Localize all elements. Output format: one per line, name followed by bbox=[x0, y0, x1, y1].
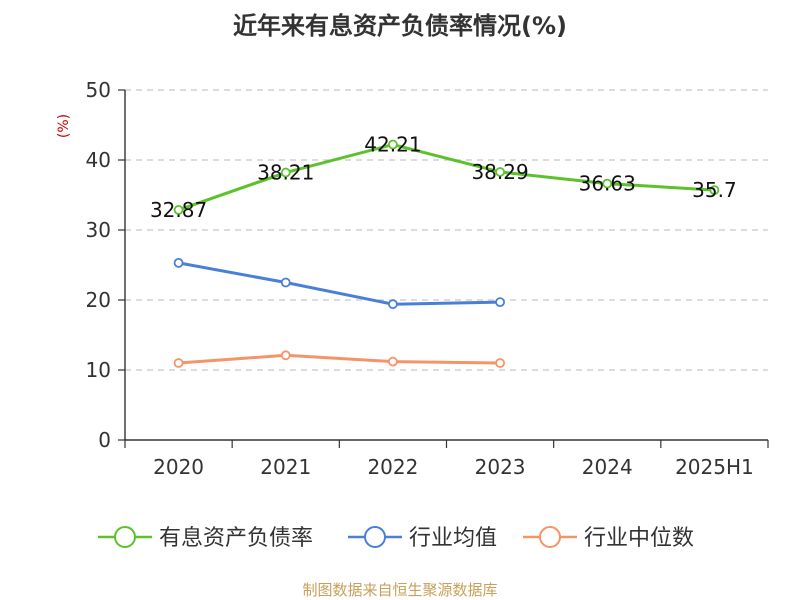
data-label: 32.87 bbox=[150, 198, 207, 222]
data-label: 38.29 bbox=[471, 160, 528, 184]
data-point bbox=[388, 299, 398, 310]
data-point bbox=[173, 205, 184, 215]
legend-marker bbox=[539, 526, 561, 548]
y-tick-label: 0 bbox=[98, 428, 111, 452]
legend-label: 行业中位数 bbox=[584, 526, 694, 551]
y-tick-label: 20 bbox=[86, 288, 111, 312]
y-tick-label: 10 bbox=[86, 358, 111, 382]
data-point bbox=[388, 139, 398, 150]
data-point bbox=[388, 356, 398, 367]
x-tick-label: 2023 bbox=[475, 455, 526, 479]
axes: 0 10 20 30 40 50 2020 2021 2022 2023 2024 2025H1 bbox=[86, 78, 769, 479]
series-layer: 32.87 38.21 42.21 38.29 36.63 35.7 bbox=[150, 133, 737, 368]
data-point bbox=[280, 350, 291, 361]
data-point bbox=[173, 257, 184, 268]
data-point bbox=[495, 297, 505, 308]
x-tick-label: 2024 bbox=[582, 455, 633, 479]
data-point bbox=[280, 167, 291, 178]
source-footer: 制图数据来自恒生聚源数据库 bbox=[302, 581, 497, 599]
legend: 有息资产负债率 行业均值 行业中位数 bbox=[98, 526, 694, 551]
data-label: 35.7 bbox=[692, 178, 737, 202]
x-tick-label: 2025H1 bbox=[675, 455, 754, 479]
y-tick-label: 40 bbox=[86, 148, 111, 172]
data-point bbox=[495, 358, 505, 368]
gridlines bbox=[125, 89, 768, 371]
data-label: 42.21 bbox=[364, 133, 421, 157]
data-point bbox=[280, 277, 291, 288]
data-point bbox=[173, 358, 184, 368]
legend-marker bbox=[114, 526, 136, 548]
series-line bbox=[178, 353, 501, 365]
y-tick-label: 50 bbox=[86, 78, 111, 102]
x-tick-label: 2021 bbox=[260, 455, 311, 479]
x-tick-label: 2020 bbox=[153, 455, 204, 479]
data-point bbox=[495, 167, 505, 177]
data-point bbox=[602, 178, 613, 189]
y-axis-label: (%) bbox=[56, 114, 72, 138]
y-tick-label: 30 bbox=[86, 218, 111, 242]
legend-marker bbox=[364, 526, 386, 548]
x-tick-label: 2022 bbox=[367, 455, 418, 479]
chart-title: 近年来有息资产负债率情况(%) bbox=[233, 12, 567, 40]
series-line bbox=[178, 261, 501, 306]
data-label: 36.63 bbox=[579, 172, 636, 196]
data-label: 38.21 bbox=[257, 161, 314, 185]
data-point bbox=[709, 185, 720, 196]
legend-label: 行业均值 bbox=[409, 526, 497, 551]
series-line bbox=[178, 143, 715, 212]
legend-label: 有息资产负债率 bbox=[159, 526, 313, 551]
